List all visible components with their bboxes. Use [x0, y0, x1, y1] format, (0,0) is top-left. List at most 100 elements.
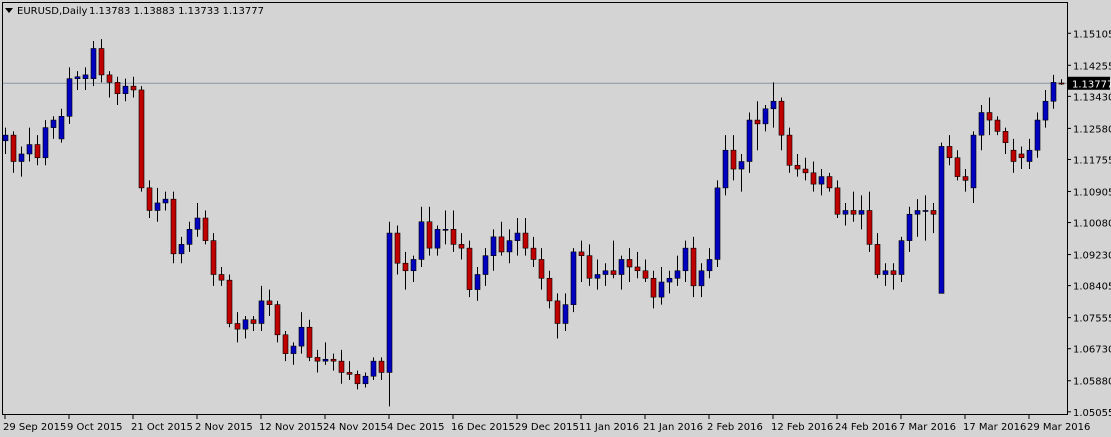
- candle-body-bearish: [354, 374, 361, 385]
- candle: [770, 82, 777, 128]
- candle: [1034, 112, 1041, 158]
- candle-body-bullish: [490, 236, 497, 256]
- candle-body-bullish: [594, 274, 601, 279]
- candle: [394, 225, 401, 275]
- candle-body-bullish: [370, 360, 377, 377]
- x-tick-label: 11 Jan 2016: [579, 422, 639, 433]
- candle-body-bearish: [834, 187, 841, 215]
- candle-body-bullish: [938, 146, 945, 294]
- candle: [10, 131, 17, 173]
- candle: [250, 315, 257, 332]
- candle: [722, 135, 729, 196]
- candle: [482, 248, 489, 286]
- x-tick-label: 9 Oct 2015: [67, 422, 122, 433]
- candle: [810, 161, 817, 192]
- candle: [674, 255, 681, 286]
- candle-body-bullish: [698, 270, 705, 287]
- candle-body-bearish: [426, 221, 433, 249]
- candle-body-bearish: [866, 210, 873, 245]
- candle-body-bullish: [362, 375, 369, 385]
- candle-body-bullish: [26, 144, 33, 155]
- triangle-down-icon[interactable]: [5, 8, 13, 13]
- candle-body-bullish: [570, 251, 577, 305]
- candle-body-bullish: [842, 210, 849, 215]
- candle-body-bearish: [946, 146, 953, 159]
- candle: [506, 229, 513, 264]
- candle: [682, 240, 689, 283]
- candle: [866, 191, 873, 252]
- candle-body-bullish: [418, 221, 425, 260]
- candle-body-bearish: [690, 247, 697, 287]
- candle: [130, 76, 137, 98]
- candle: [106, 71, 113, 98]
- candle: [194, 202, 201, 237]
- candle: [850, 191, 857, 222]
- candle: [354, 370, 361, 390]
- candle: [138, 86, 145, 192]
- candle: [178, 236, 185, 264]
- candle: [1050, 74, 1057, 109]
- candle: [962, 169, 969, 192]
- candle: [754, 101, 761, 151]
- candle: [978, 105, 985, 151]
- candle: [802, 157, 809, 181]
- candle: [786, 127, 793, 173]
- candle: [746, 112, 753, 173]
- candle-body-bearish: [226, 279, 233, 324]
- candle-body-bullish: [818, 176, 825, 185]
- candle-body-bullish: [258, 300, 265, 324]
- candle: [562, 293, 569, 332]
- candle-body-bullish: [722, 149, 729, 189]
- candle: [26, 127, 33, 162]
- candle: [282, 331, 289, 362]
- candle: [522, 218, 529, 256]
- candle-body-bullish: [90, 48, 97, 79]
- candle: [298, 312, 305, 354]
- candle: [634, 251, 641, 279]
- candle-body-bearish: [994, 119, 1001, 132]
- candle: [458, 233, 465, 260]
- y-tick-label: 1.06730: [1073, 345, 1111, 356]
- candle: [578, 240, 585, 283]
- y-tick-label: 1.12580: [1073, 124, 1111, 135]
- candle: [898, 236, 905, 283]
- candle-body-bearish: [802, 168, 809, 174]
- candle-body-bearish: [274, 304, 281, 336]
- candle: [618, 255, 625, 290]
- candle-body-bearish: [306, 326, 313, 358]
- candle: [818, 169, 825, 196]
- candle-body-bullish: [186, 229, 193, 245]
- candle-body-bullish: [482, 255, 489, 275]
- candle-body-bullish: [82, 74, 89, 79]
- candle: [450, 210, 457, 252]
- candle-body-bearish: [98, 48, 105, 76]
- x-tick-label: 21 Oct 2015: [131, 422, 193, 433]
- candle-body-bullish: [922, 210, 929, 212]
- candle-body-bullish: [906, 213, 913, 241]
- candle-body-bullish: [770, 100, 777, 110]
- ohlc-readout: 1.13783 1.13883 1.13733 1.13777: [89, 6, 264, 17]
- candle: [314, 349, 321, 373]
- candle: [346, 361, 353, 380]
- candle-body-bearish: [394, 232, 401, 264]
- candle: [90, 40, 97, 87]
- candle: [882, 263, 889, 286]
- candle-body-bullish: [762, 108, 769, 125]
- candle: [322, 342, 329, 365]
- candle: [938, 142, 945, 294]
- candle-body-bullish: [978, 112, 985, 136]
- candle: [58, 108, 65, 143]
- candle-body-bullish: [162, 198, 169, 204]
- candle: [538, 248, 545, 290]
- candle-body-bearish: [1018, 153, 1025, 159]
- candle-body-bearish: [250, 319, 257, 324]
- candle: [210, 233, 217, 286]
- x-tick-label: 12 Nov 2015: [259, 422, 323, 433]
- candle: [82, 67, 89, 90]
- x-tick-label: 29 Dec 2015: [515, 422, 579, 433]
- candle-body-bullish: [58, 116, 65, 140]
- candle-body-bullish: [706, 259, 713, 272]
- candle-body-bearish: [986, 112, 993, 121]
